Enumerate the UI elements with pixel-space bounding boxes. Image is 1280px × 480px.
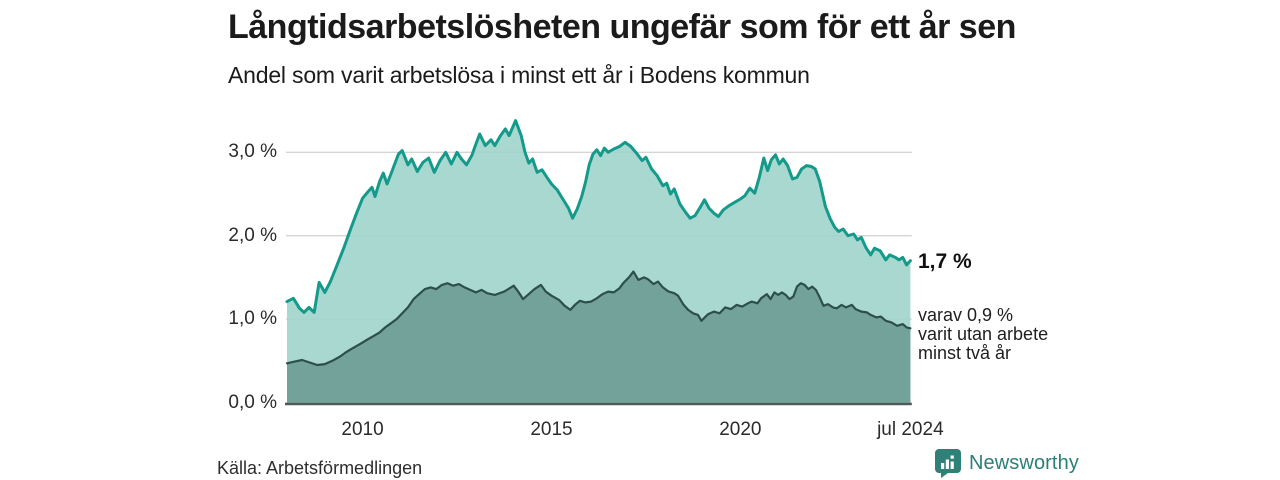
newsworthy-bubble-chart-icon [935, 449, 961, 478]
chart-title: Långtidsarbetslösheten ungefär som för e… [228, 8, 1016, 46]
end-note-line-1: varav 0,9 % [918, 305, 1014, 325]
end-note-line-3: minst två år [918, 343, 1012, 363]
series-area-2 [287, 271, 911, 403]
x-tick-label: 2020 [719, 419, 762, 440]
newsworthy-wordmark: Newsworthy [969, 451, 1079, 474]
y-tick-label: 2,0 % [228, 224, 277, 246]
source-caption: Källa: Arbetsförmedlingen [217, 458, 423, 478]
chart-subtitle: Andel som varit arbetslösa i minst ett å… [228, 62, 810, 88]
series-line-2 [285, 270, 912, 367]
y-tick-label: 0,0 % [228, 391, 277, 413]
series-line-1 [285, 119, 912, 314]
x-tick-label: jul 2024 [877, 419, 944, 440]
x-tick-label: 2010 [341, 419, 384, 440]
newsworthy-logo: Newsworthy [934, 448, 1079, 478]
end-note-line-2: varit utan arbete [918, 324, 1049, 344]
end-value-label: 1,7 % [918, 250, 972, 273]
y-tick-label: 3,0 % [228, 141, 277, 163]
series-areas [285, 119, 912, 403]
end-note-label: varav 0,9 % varit utan arbete minst två … [918, 306, 1048, 363]
y-tick-label: 1,0 % [228, 308, 277, 330]
x-tick-label: 2015 [530, 419, 573, 440]
